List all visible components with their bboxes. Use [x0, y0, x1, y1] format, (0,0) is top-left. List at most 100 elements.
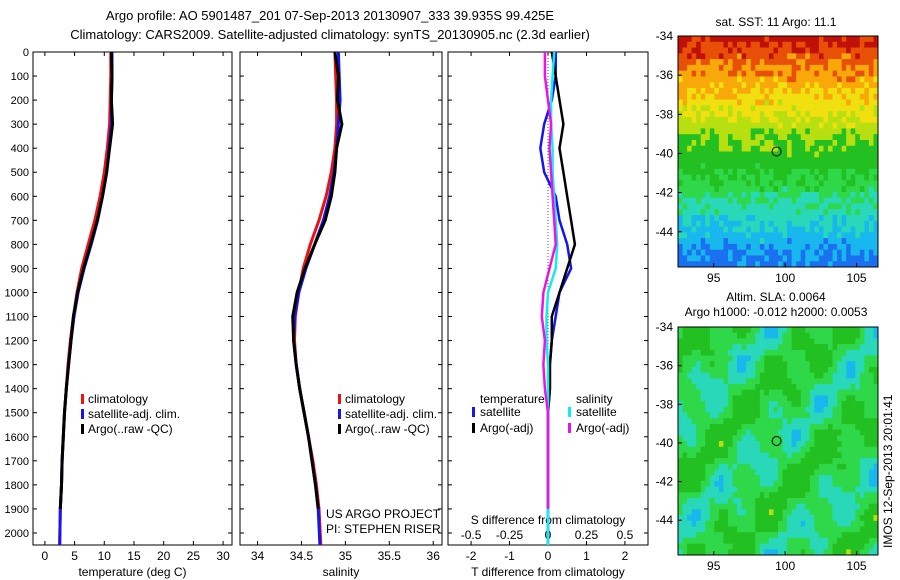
sla-cell — [768, 338, 774, 345]
sst-cell — [778, 82, 783, 89]
sla-cell — [837, 458, 843, 465]
sla-cell — [714, 412, 720, 419]
sla-cell — [818, 418, 824, 425]
sst-cell — [709, 116, 715, 124]
sst-cell — [768, 180, 774, 187]
sla-cell — [855, 469, 861, 476]
sla-cell — [732, 332, 738, 339]
sla-cell — [846, 423, 852, 430]
sst-cell — [741, 151, 747, 158]
sla-cell — [678, 526, 683, 533]
sla-cell — [800, 520, 806, 527]
sst-cell — [814, 261, 820, 268]
sla-cell — [741, 372, 747, 379]
sst-cell — [778, 157, 783, 164]
sla-cell — [759, 452, 765, 459]
sst-cell — [859, 82, 865, 89]
sst-cell — [678, 41, 683, 48]
sla-cell — [864, 446, 870, 453]
sst-cell — [814, 168, 820, 176]
sst-cell — [728, 180, 733, 187]
sla-cell — [782, 412, 788, 419]
sst-x-tick-label: 100 — [775, 271, 795, 285]
sst-cell — [764, 203, 770, 210]
sla-cell — [846, 349, 852, 356]
sla-cell — [859, 537, 865, 544]
sst-cell — [846, 174, 852, 181]
sla-cell — [746, 355, 752, 362]
sla-cell — [818, 480, 824, 487]
sla-cell — [823, 549, 829, 556]
sla-cell — [728, 423, 733, 430]
sst-cell — [828, 53, 833, 60]
sst-cell — [759, 163, 765, 170]
sla-cell — [823, 435, 829, 442]
sla-cell — [718, 503, 724, 510]
sla-cell — [723, 458, 729, 465]
sla-cell — [809, 435, 815, 442]
sla-cell — [714, 401, 720, 408]
sla-cell — [818, 435, 824, 442]
sla-cell — [800, 384, 806, 391]
sst-cell — [778, 238, 783, 245]
sla-cell — [778, 469, 783, 476]
sla-cell — [709, 526, 715, 533]
sla-cell — [791, 515, 797, 522]
sst-cell — [787, 220, 793, 227]
sla-cell — [823, 378, 829, 385]
sla-cell — [700, 543, 706, 550]
sst-cell — [691, 238, 697, 245]
sla-cell — [814, 503, 820, 510]
sla-cell — [723, 526, 729, 533]
sla-cell — [837, 412, 843, 419]
sla-cell — [764, 480, 770, 487]
sst-cell — [855, 220, 861, 227]
sst-cell — [778, 47, 783, 54]
sla-cell — [696, 372, 702, 379]
sst-cell — [782, 111, 788, 118]
sst-cell — [700, 105, 706, 112]
sst-cell — [773, 209, 779, 216]
sst-cell — [828, 191, 833, 199]
sst-cell — [855, 226, 861, 233]
sla-cell — [768, 452, 774, 459]
sst-cell — [696, 168, 702, 176]
temperature-x-tick-label: 5 — [71, 549, 78, 563]
sst-cell — [700, 157, 706, 164]
sst-cell — [746, 122, 752, 129]
sla-cell — [859, 332, 865, 339]
sla-cell — [800, 515, 806, 522]
sst-cell — [868, 220, 874, 227]
sst-cell — [773, 87, 779, 95]
sla-cell — [732, 452, 738, 459]
sla-cell — [868, 526, 874, 533]
sla-cell — [782, 446, 788, 453]
sla-cell — [755, 532, 761, 539]
sst-cell — [678, 261, 683, 268]
sla-cell — [873, 418, 879, 425]
sla-cell — [718, 498, 724, 505]
sla-cell — [755, 549, 761, 556]
sst-cell — [700, 76, 706, 83]
sst-cell — [832, 215, 838, 222]
sla-cell — [746, 520, 752, 527]
sla-cell — [764, 543, 770, 550]
sst-cell — [778, 64, 783, 72]
sst-cell — [855, 186, 861, 193]
sla-cell — [718, 418, 724, 425]
sla-cell — [678, 515, 683, 522]
sst-cell — [700, 168, 706, 176]
sla-cell — [678, 406, 683, 413]
sla-cell — [714, 332, 720, 339]
sla-cell — [755, 327, 761, 334]
sla-cell — [791, 492, 797, 499]
sla-cell — [868, 537, 874, 544]
sst-cell — [787, 151, 793, 158]
sst-cell — [691, 249, 697, 256]
sst-cell — [809, 232, 815, 239]
sst-cell — [750, 41, 756, 48]
sst-cell — [728, 59, 733, 66]
sst-cell — [768, 215, 774, 222]
sla-cell — [714, 486, 720, 493]
sst-cell — [787, 203, 793, 210]
